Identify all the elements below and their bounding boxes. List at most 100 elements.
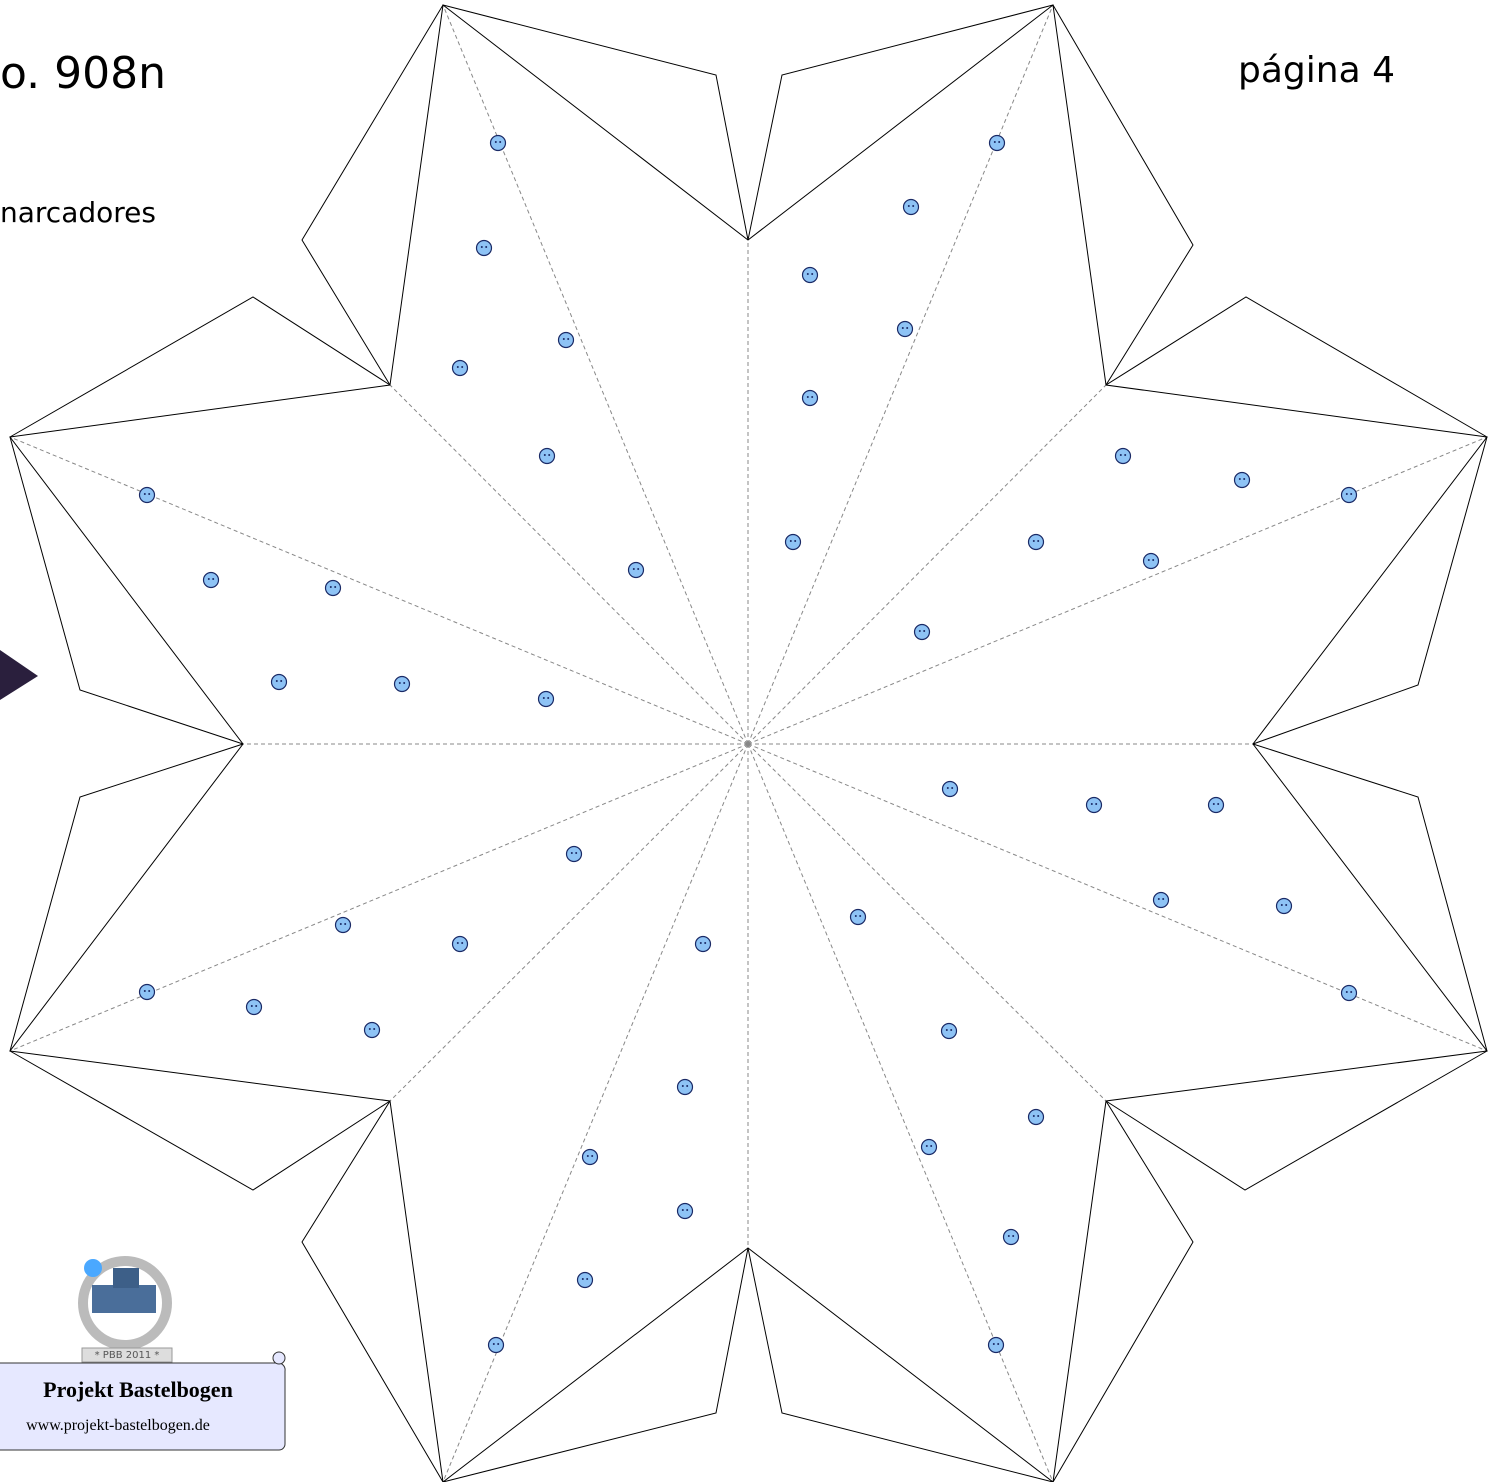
fold-line	[747, 436, 1488, 745]
marker	[245, 998, 263, 1016]
arrow-shape	[0, 650, 38, 700]
marker-eye	[480, 246, 483, 248]
marker-eye	[1037, 1115, 1040, 1117]
marker	[1152, 891, 1170, 909]
marker-dot	[334, 916, 352, 934]
marker	[1002, 1228, 1020, 1246]
marker-eye	[562, 338, 565, 340]
marker-dot	[393, 675, 411, 693]
logo-name: Projekt Bastelbogen	[43, 1377, 233, 1402]
marker-eye	[632, 568, 635, 570]
marker	[896, 320, 914, 338]
marker	[324, 579, 342, 597]
marker-eye	[344, 923, 347, 925]
marker-eye	[930, 1145, 933, 1147]
marker	[334, 916, 352, 934]
glue-flap	[1052, 4, 1194, 386]
marker-dot	[565, 845, 583, 863]
fold-line	[747, 743, 1107, 1102]
glue-flap	[1052, 1100, 1194, 1482]
marker-eye	[1124, 454, 1127, 456]
marker-eye	[456, 366, 459, 368]
marker	[1207, 796, 1225, 814]
marker-eye	[492, 1343, 495, 1345]
markers	[138, 134, 1358, 1354]
marker-dot	[1142, 552, 1160, 570]
marker-eye	[704, 942, 707, 944]
marker-dot	[627, 561, 645, 579]
marker-eye	[398, 682, 401, 684]
marker-eye	[1285, 904, 1288, 906]
marker-eye	[1007, 1235, 1010, 1237]
marker-eye	[686, 1085, 689, 1087]
marker-eye	[1350, 493, 1353, 495]
marker-eye	[461, 942, 464, 944]
marker-dot	[487, 1336, 505, 1354]
marker-eye	[1212, 803, 1215, 805]
marker-eye	[575, 852, 578, 854]
marker	[676, 1202, 694, 1220]
marker-eye	[950, 1029, 953, 1031]
marker-eye	[945, 1029, 948, 1031]
fold-line	[747, 384, 1107, 745]
glue-flap	[1105, 296, 1488, 438]
marker-eye	[148, 493, 151, 495]
marker-eye	[1012, 1235, 1015, 1237]
marker-eye	[1119, 454, 1122, 456]
marker-dot	[676, 1202, 694, 1220]
marker-eye	[547, 697, 550, 699]
marker-eye	[586, 1278, 589, 1280]
marker-dot	[202, 571, 220, 589]
marker-dot	[537, 690, 555, 708]
logo-ring	[78, 1256, 172, 1350]
marker-eye	[806, 396, 809, 398]
logo-badge-bg	[81, 1347, 173, 1363]
marker-eye	[992, 1343, 995, 1345]
marker-dot	[576, 1271, 594, 1289]
marker-eye	[951, 787, 954, 789]
marker-dot	[801, 266, 819, 284]
marker-eye	[329, 586, 332, 588]
marker-eye	[997, 1343, 1000, 1345]
marker-eye	[907, 205, 910, 207]
marker-dot	[1152, 891, 1170, 909]
marker	[475, 239, 493, 257]
marker-eye	[485, 246, 488, 248]
glue-flap	[442, 1247, 749, 1482]
marker-eye	[373, 1028, 376, 1030]
marker-eye	[1162, 898, 1165, 900]
marker-dot	[784, 533, 802, 551]
marker-eye	[637, 568, 640, 570]
marker-eye	[859, 915, 862, 917]
fold-line	[442, 4, 749, 745]
marker	[489, 134, 507, 152]
glue-flap	[9, 1050, 391, 1191]
marker-eye	[1243, 478, 1246, 480]
marker-eye	[946, 787, 949, 789]
marker-dot	[801, 389, 819, 407]
marker	[676, 1078, 694, 1096]
marker-dot	[451, 935, 469, 953]
marker-dot	[1207, 796, 1225, 814]
logo-loco	[92, 1285, 156, 1313]
glue-flap	[747, 4, 1054, 241]
marker-eye	[681, 1209, 684, 1211]
glue-flap	[301, 1100, 444, 1482]
marker	[849, 908, 867, 926]
marker-eye	[1350, 991, 1353, 993]
marker-eye	[912, 205, 915, 207]
marker	[940, 1022, 958, 1040]
marker-eye	[811, 273, 814, 275]
marker-eye	[207, 578, 210, 580]
marker-eye	[1032, 540, 1035, 542]
marker-dot	[920, 1138, 938, 1156]
fold-line	[9, 436, 749, 745]
marker-eye	[591, 1155, 594, 1157]
marker-dot	[451, 359, 469, 377]
marker-dot	[1002, 1228, 1020, 1246]
marker	[1114, 447, 1132, 465]
marker	[363, 1021, 381, 1039]
marker-eye	[1345, 991, 1348, 993]
logo-url: www.projekt-bastelbogen.de	[26, 1417, 210, 1434]
